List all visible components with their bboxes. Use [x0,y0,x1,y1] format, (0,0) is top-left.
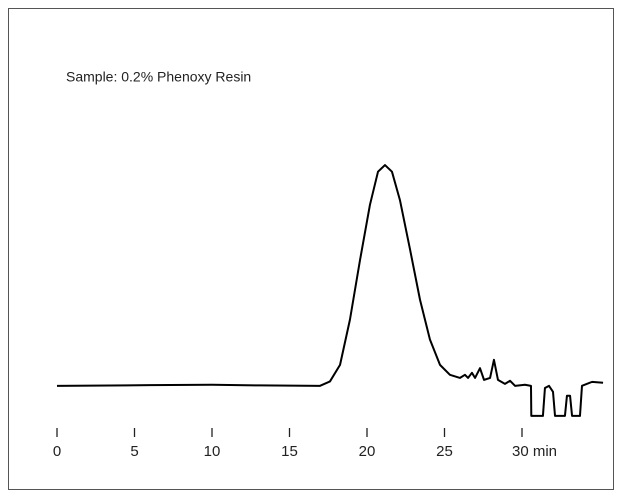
x-tick-label: 20 [359,443,376,460]
chart-title: Sample: 0.2% Phenoxy Resin [66,69,251,85]
x-tick-label: 25 [436,443,453,460]
x-tick-label: 10 [204,443,221,460]
x-tick-label: 30 min [512,443,557,460]
frame [8,8,614,490]
x-tick-label: 0 [53,443,61,460]
x-tick-label: 15 [281,443,298,460]
x-tick-label: 5 [130,443,138,460]
trace-line [56,164,604,417]
